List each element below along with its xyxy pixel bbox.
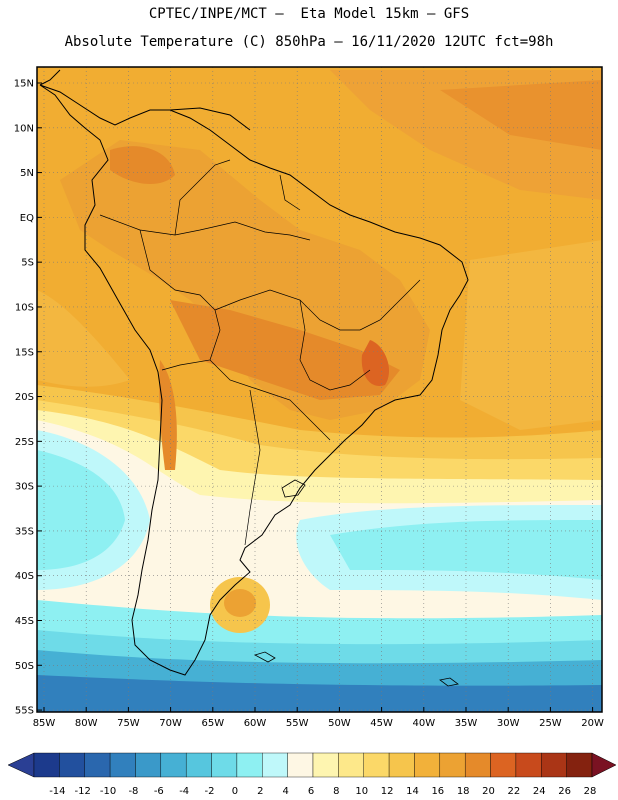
colorbar-tick-label: 0 bbox=[232, 786, 238, 797]
colorbar-swatch bbox=[490, 752, 517, 778]
colorbar-tick-label: 18 bbox=[457, 786, 470, 797]
colorbar-swatch bbox=[464, 752, 491, 778]
lon-label: 40W bbox=[412, 718, 435, 729]
colorbar-swatch bbox=[262, 752, 288, 778]
lat-label: 20S bbox=[15, 392, 34, 403]
colorbar-swatch bbox=[566, 752, 593, 778]
lat-label: 50S bbox=[15, 661, 34, 672]
lakes bbox=[253, 479, 459, 687]
colorbar-swatch bbox=[185, 752, 212, 778]
colorbar-tick-label: 10 bbox=[355, 786, 368, 797]
lon-label: 55W bbox=[286, 718, 309, 729]
map-title-line-1: CPTEC/INPE/MCT – Eta Model 15km – GFS bbox=[148, 6, 470, 22]
lat-label: 55S bbox=[15, 706, 34, 717]
lat-label: 15S bbox=[15, 347, 34, 358]
colorbar-swatch bbox=[211, 752, 238, 778]
colorbar bbox=[7, 752, 617, 778]
colorbar-tick-label: -12 bbox=[75, 786, 91, 797]
lat-label: 25S bbox=[15, 437, 34, 448]
colorbar-tick-label: 22 bbox=[508, 786, 521, 797]
colorbar-tick-label: 24 bbox=[533, 786, 546, 797]
colorbar-under-arrow bbox=[7, 752, 35, 778]
colorbar-swatch bbox=[541, 752, 567, 778]
colorbar-tick-label: -10 bbox=[100, 786, 116, 797]
colorbar-swatch bbox=[338, 752, 364, 778]
lat-label: 10N bbox=[14, 123, 34, 134]
colorbar-swatch bbox=[312, 752, 339, 778]
colorbar-swatch bbox=[363, 752, 390, 778]
lon-label: 60W bbox=[244, 718, 267, 729]
lat-label: 30S bbox=[15, 482, 34, 493]
colorbar-tick-label: 6 bbox=[308, 786, 314, 797]
lat-label: 10S bbox=[15, 302, 34, 313]
lon-label: 85W bbox=[33, 718, 56, 729]
latitude-labels: 15N 10N 5N EQ 5S 10S 15S 20S 25S 30S 35S 40S 45S 50S 5… bbox=[14, 79, 42, 717]
colorbar-tick-label: 16 bbox=[431, 786, 444, 797]
lon-label: 70W bbox=[159, 718, 182, 729]
colorbar-tick-label: 26 bbox=[558, 786, 571, 797]
temperature-field bbox=[37, 67, 602, 712]
lon-label: 20W bbox=[581, 718, 604, 729]
lat-label: EQ bbox=[20, 213, 34, 224]
colorbar-swatch bbox=[109, 752, 136, 778]
colorbar-swatch bbox=[388, 752, 415, 778]
lon-label: 45W bbox=[370, 718, 393, 729]
colorbar-swatch bbox=[414, 752, 441, 778]
colorbar-tick-label: 2 bbox=[257, 786, 263, 797]
lat-label: 15N bbox=[14, 79, 34, 90]
colorbar-swatch bbox=[135, 752, 162, 778]
lon-label: 50W bbox=[328, 718, 351, 729]
lon-label: 80W bbox=[75, 718, 98, 729]
colorbar-tick-label: -4 bbox=[179, 786, 189, 797]
lon-label: 30W bbox=[497, 718, 520, 729]
colorbar-swatch bbox=[287, 752, 314, 778]
lon-label: 25W bbox=[539, 718, 562, 729]
map-frame bbox=[36, 66, 603, 713]
colorbar-tick-label: 8 bbox=[333, 786, 339, 797]
colorbar-swatch bbox=[59, 752, 85, 778]
colorbar-tick-label: -8 bbox=[128, 786, 138, 797]
country-borders bbox=[99, 159, 421, 546]
lat-label: 5N bbox=[20, 168, 34, 179]
lon-label: 75W bbox=[117, 718, 140, 729]
lat-label: 45S bbox=[15, 616, 34, 627]
lon-label: 65W bbox=[201, 718, 224, 729]
lon-label: 35W bbox=[455, 718, 478, 729]
lat-label: 5S bbox=[21, 258, 34, 269]
lat-label: 40S bbox=[15, 571, 34, 582]
colorbar-swatch bbox=[84, 752, 111, 778]
colorbar-tick-label: 4 bbox=[282, 786, 288, 797]
colorbar-swatch bbox=[515, 752, 542, 778]
colorbar-tick-label: 20 bbox=[482, 786, 495, 797]
colorbar-tick-label: -6 bbox=[154, 786, 164, 797]
map-title-line-2: Absolute Temperature (C) 850hPa – 16/11/… bbox=[64, 34, 554, 50]
colorbar-tick-label: 14 bbox=[406, 786, 419, 797]
coastlines bbox=[39, 69, 469, 676]
colorbar-tick-label: -14 bbox=[49, 786, 65, 797]
colorbar-swatch bbox=[236, 752, 263, 778]
colorbar-swatch bbox=[439, 752, 466, 778]
colorbar-swatch bbox=[33, 752, 60, 778]
colorbar-labels: -14 -12 -10 -8 -6 -4 -2 0 2 4 6 8 10 12 14 16 18 20 22 24 26… bbox=[49, 786, 596, 797]
colorbar-swatch bbox=[160, 752, 187, 778]
colorbar-tick-label: -2 bbox=[205, 786, 215, 797]
longitude-labels: 85W 80W 75W 70W 65W 60W 55W 50W 45W 40W 35W 30W 25W 2… bbox=[33, 707, 604, 729]
colorbar-over-arrow bbox=[591, 752, 617, 778]
lat-label: 35S bbox=[15, 526, 34, 537]
colorbar-tick-label: 12 bbox=[381, 786, 394, 797]
colorbar-tick-label: 28 bbox=[584, 786, 597, 797]
